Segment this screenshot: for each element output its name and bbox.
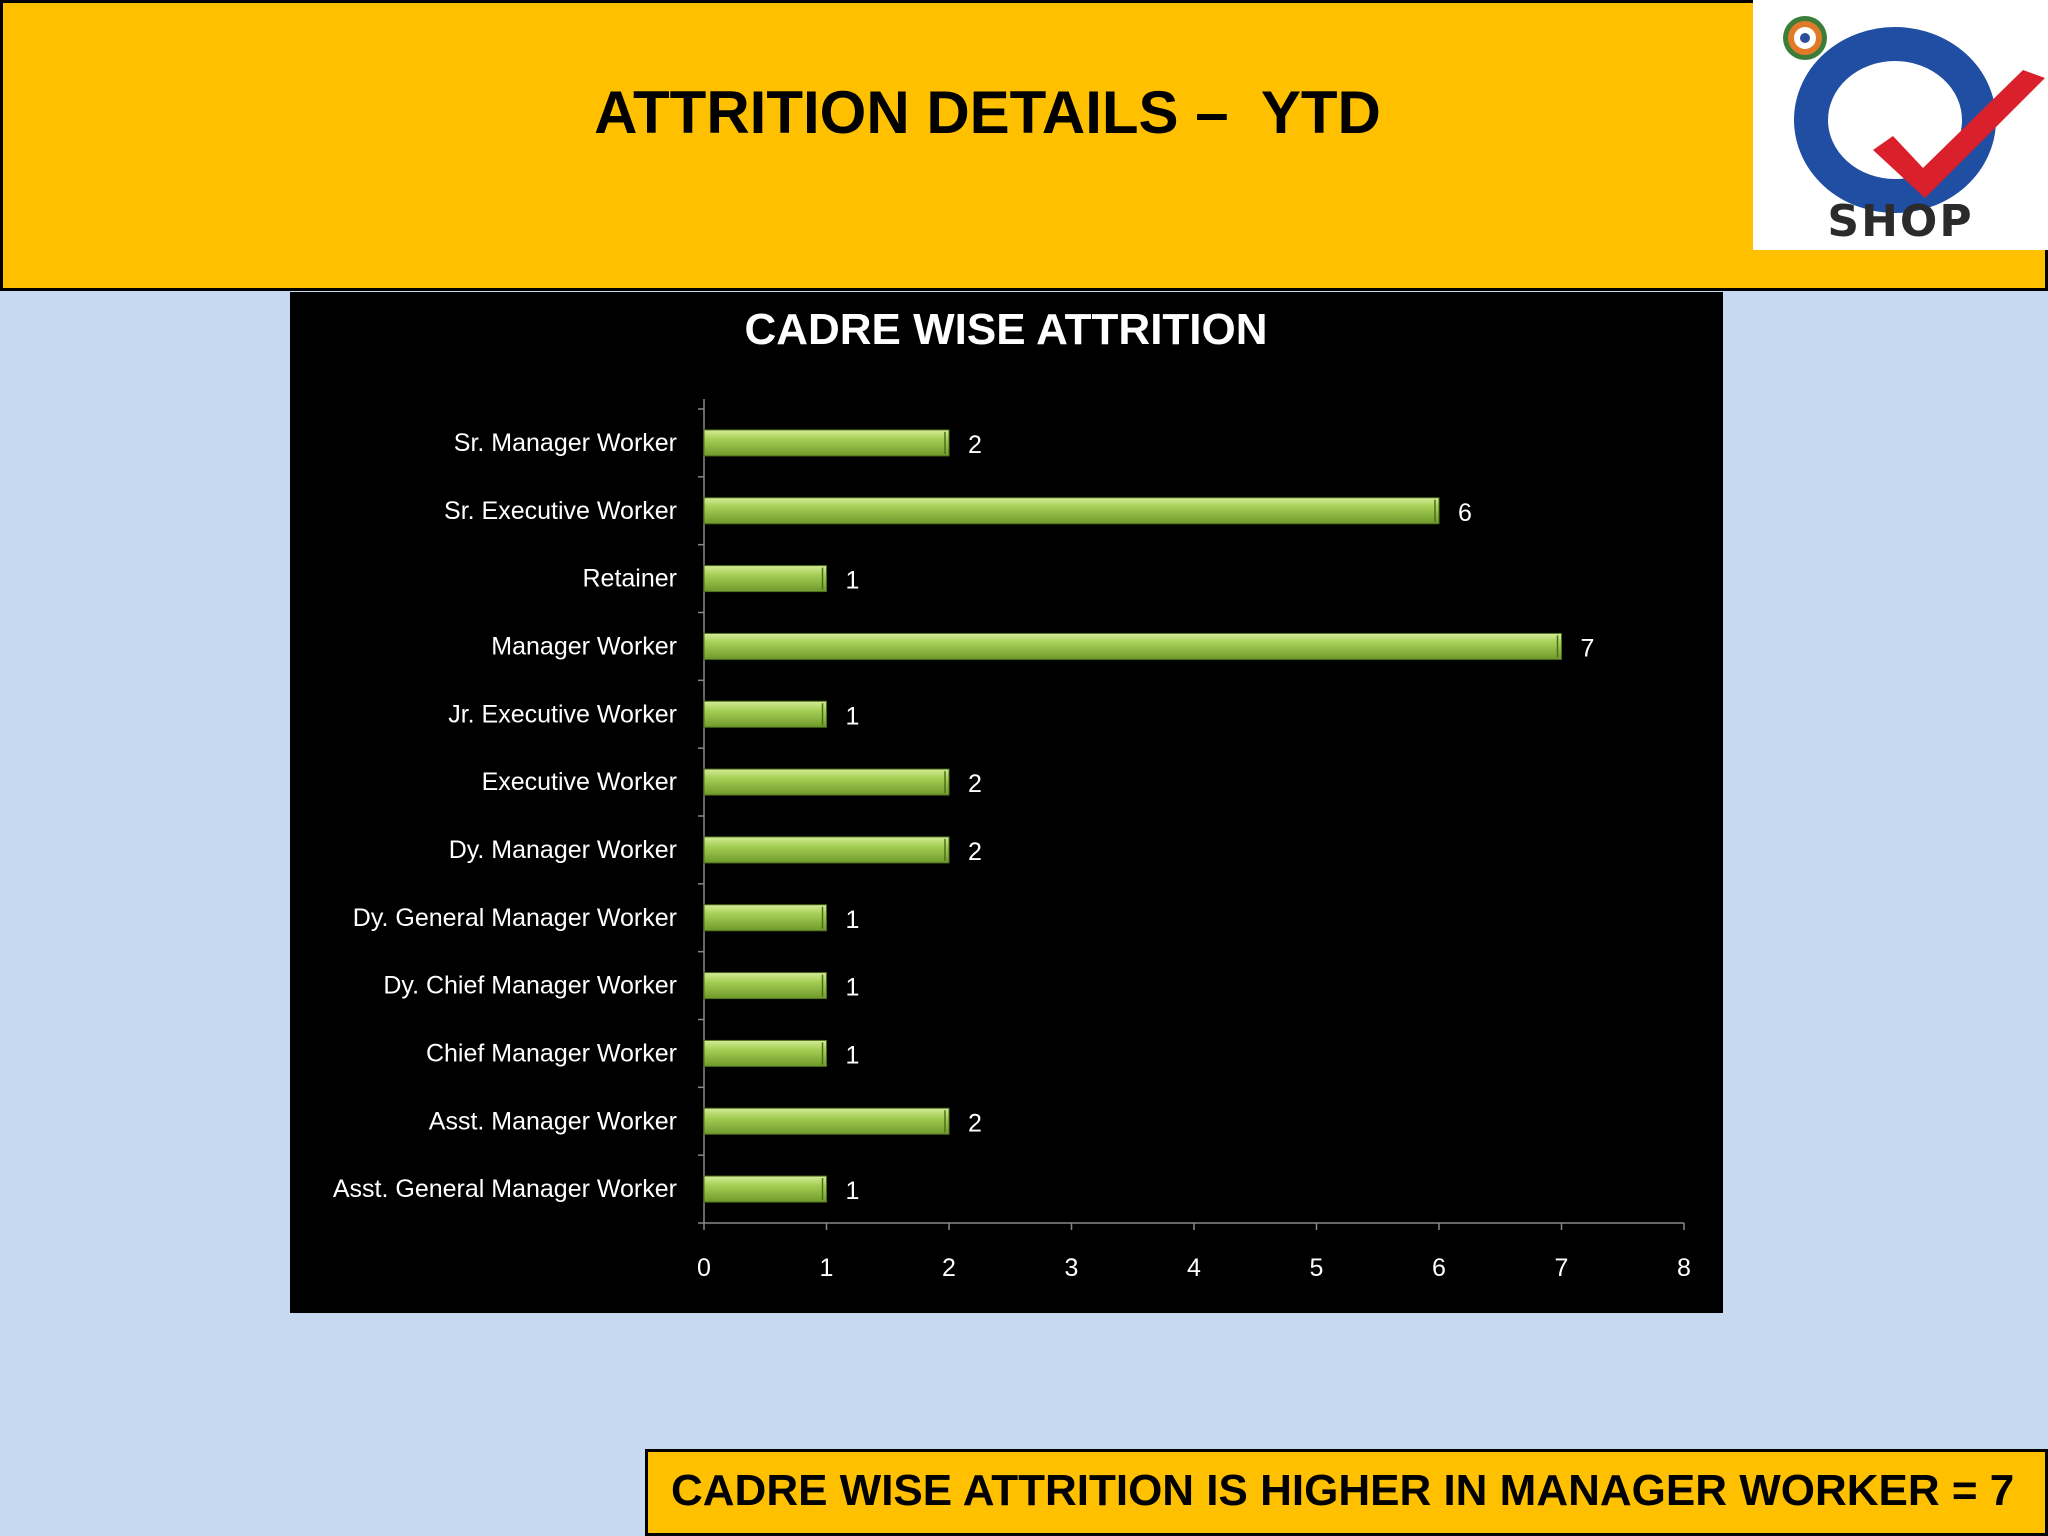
bar [703, 700, 827, 728]
category-label: Executive Worker [482, 768, 677, 796]
x-tick-label: 8 [1677, 1254, 1691, 1282]
category-label: Asst. Manager Worker [429, 1107, 677, 1135]
chart-title: CADRE WISE ATTRITION [744, 305, 1267, 354]
bar [703, 1107, 950, 1135]
category-label: Jr. Executive Worker [448, 700, 677, 728]
logo-q-ring-icon [1794, 27, 1996, 213]
bar [703, 632, 1562, 660]
data-label: 2 [968, 431, 982, 459]
data-label: 7 [1581, 634, 1595, 662]
category-label: Sr. Executive Worker [444, 497, 677, 525]
title-banner [0, 0, 2048, 291]
category-label: Chief Manager Worker [426, 1039, 677, 1067]
bar [703, 836, 950, 864]
logo-text: SHOP [1827, 196, 1974, 247]
bar-chart: CADRE WISE ATTRITION 0 1 2 3 4 5 6 7 8 Sr. Manage… [333, 305, 1691, 1282]
logo-graphic [1783, 16, 2045, 213]
x-tick-label: 2 [942, 1254, 956, 1282]
logo-checkmark-icon [1873, 70, 2045, 198]
data-label: 1 [846, 702, 860, 730]
bar [703, 497, 1440, 525]
category-label: Manager Worker [491, 632, 677, 660]
category-label: Dy. Chief Manager Worker [383, 972, 677, 1000]
x-tick-label: 6 [1432, 1254, 1446, 1282]
data-label: 1 [846, 1041, 860, 1069]
x-tick-label: 0 [697, 1254, 711, 1282]
data-label: 2 [968, 838, 982, 866]
x-tick-label: 3 [1065, 1254, 1079, 1282]
data-label: 1 [846, 906, 860, 934]
data-label: 2 [968, 1109, 982, 1137]
x-tick-label: 5 [1310, 1254, 1324, 1282]
category-label: Sr. Manager Worker [454, 429, 677, 457]
x-tick-label: 1 [820, 1254, 834, 1282]
logo-emblem-icon [1783, 16, 1827, 60]
bar [703, 768, 950, 796]
data-label: 1 [846, 567, 860, 595]
chart-panel: CADRE WISE ATTRITION 0 1 2 3 4 5 6 7 8 Sr. Manage… [290, 292, 1723, 1313]
x-tick-label: 4 [1187, 1254, 1201, 1282]
data-label: 2 [968, 770, 982, 798]
bar [703, 565, 827, 593]
bar [703, 904, 827, 932]
plot-area: 0 1 2 3 4 5 6 7 8 Sr. Manager Worker 2 Sr. Executiv… [333, 399, 1691, 1282]
bar [703, 429, 950, 457]
category-label: Dy. General Manager Worker [353, 904, 677, 932]
page-title: ATTRITION DETAILS – YTD [594, 79, 1381, 146]
category-label: Dy. Manager Worker [449, 836, 677, 864]
conclusion-text: CADRE WISE ATTRITION IS HIGHER IN MANAGE… [671, 1466, 2015, 1515]
data-label: 6 [1458, 499, 1472, 527]
company-logo: SHOP [1753, 0, 2048, 250]
bar [703, 1175, 827, 1203]
bar [703, 1039, 827, 1067]
data-label: 1 [846, 974, 860, 1002]
bar [703, 972, 827, 1000]
category-label: Asst. General Manager Worker [333, 1175, 677, 1203]
data-label: 1 [846, 1177, 860, 1205]
x-tick-label: 7 [1555, 1254, 1569, 1282]
conclusion-box: CADRE WISE ATTRITION IS HIGHER IN MANAGE… [645, 1449, 2048, 1536]
category-label: Retainer [583, 565, 678, 593]
